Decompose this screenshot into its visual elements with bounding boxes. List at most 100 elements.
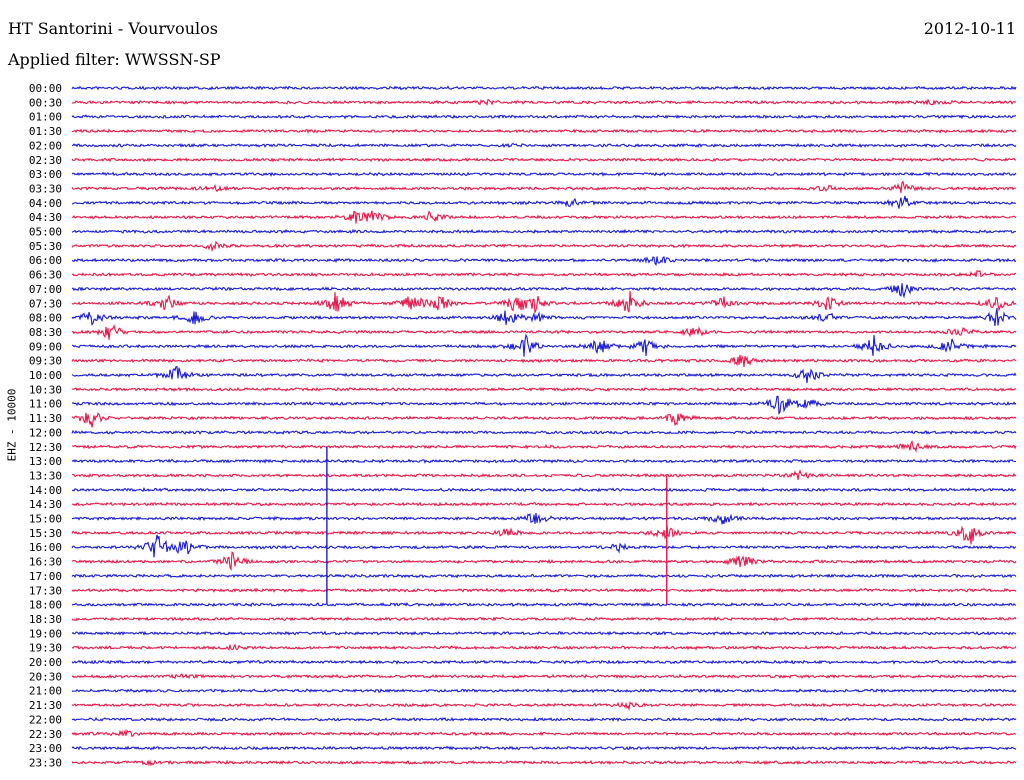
time-label: 08:00 <box>29 312 62 325</box>
time-label: 23:00 <box>29 742 62 755</box>
trace-line <box>71 673 1017 680</box>
trace-line <box>71 469 1017 480</box>
trace-line <box>71 171 1017 177</box>
trace-line <box>71 114 1017 120</box>
trace-line <box>71 745 1017 751</box>
time-label: 10:00 <box>29 369 62 382</box>
trace-line <box>71 728 1017 737</box>
time-label: 17:00 <box>29 570 62 583</box>
trace-line <box>71 659 1017 665</box>
trace-line <box>71 333 1017 357</box>
time-label: 19:00 <box>29 627 62 640</box>
time-label: 16:00 <box>29 541 62 554</box>
time-label: 02:30 <box>29 154 62 167</box>
time-label: 07:00 <box>29 283 62 296</box>
trace-line <box>71 429 1017 435</box>
time-label: 15:00 <box>29 513 62 526</box>
trace-line <box>71 616 1017 622</box>
time-label: 04:00 <box>29 197 62 210</box>
trace-line <box>71 256 1017 267</box>
time-label: 05:00 <box>29 226 62 239</box>
trace-line <box>71 439 1017 453</box>
trace-line <box>71 98 1017 107</box>
trace-line <box>71 324 1017 340</box>
trace-line <box>71 283 1017 299</box>
trace-line <box>71 486 1017 493</box>
time-label: 12:00 <box>29 426 62 439</box>
station-title: HT Santorini - Vourvoulos <box>8 19 218 38</box>
time-label: 18:30 <box>29 613 62 626</box>
trace-line <box>71 534 1017 558</box>
time-label: 00:30 <box>29 96 62 109</box>
time-label: 22:30 <box>29 728 62 741</box>
time-label: 09:00 <box>29 340 62 353</box>
time-label: 01:30 <box>29 125 62 138</box>
trace-line <box>71 354 1017 367</box>
trace-line <box>71 630 1017 636</box>
trace-line <box>71 307 1017 327</box>
trace-line <box>71 643 1017 651</box>
time-label: 09:30 <box>29 355 62 368</box>
time-label: 11:00 <box>29 398 62 411</box>
time-label: 10:30 <box>29 383 62 396</box>
trace-line <box>71 601 1017 608</box>
time-label: 13:00 <box>29 455 62 468</box>
trace-line <box>71 128 1017 134</box>
time-label: 23:30 <box>29 756 62 769</box>
time-label: 14:30 <box>29 498 62 511</box>
time-label: 11:30 <box>29 412 62 425</box>
trace-line <box>71 412 1017 428</box>
trace-line <box>71 240 1017 253</box>
trace-line <box>71 458 1017 464</box>
trace-line <box>71 716 1017 723</box>
trace-line <box>71 573 1017 579</box>
trace-line <box>71 525 1017 545</box>
time-label: 06:00 <box>29 254 62 267</box>
time-label: 16:30 <box>29 556 62 569</box>
time-label: 17:30 <box>29 584 62 597</box>
time-label: 06:30 <box>29 269 62 282</box>
time-label: 20:30 <box>29 670 62 683</box>
trace-line <box>71 210 1017 224</box>
trace-line <box>71 228 1017 235</box>
time-label: 08:30 <box>29 326 62 339</box>
trace-line <box>71 587 1017 593</box>
trace-line <box>71 270 1017 278</box>
time-label: 00:00 <box>29 82 62 95</box>
date-label: 2012-10-11 <box>923 19 1016 38</box>
trace-line <box>71 180 1017 193</box>
trace-line <box>71 386 1017 393</box>
trace-line <box>71 195 1017 209</box>
trace-line <box>71 513 1017 525</box>
time-label: 07:30 <box>29 297 62 310</box>
time-label: 13:30 <box>29 469 62 482</box>
time-label: 01:00 <box>29 111 62 124</box>
trace-line <box>71 501 1017 507</box>
filter-label: Applied filter: WWSSN-SP <box>8 50 221 69</box>
time-label: 22:00 <box>29 713 62 726</box>
trace-line <box>71 290 1017 313</box>
trace-line <box>71 365 1017 384</box>
time-label: 02:00 <box>29 139 62 152</box>
time-label: 18:00 <box>29 599 62 612</box>
time-label: 12:30 <box>29 441 62 454</box>
time-label: 19:30 <box>29 642 62 655</box>
trace-line <box>71 700 1017 712</box>
trace-line <box>71 395 1017 415</box>
time-label: 15:30 <box>29 527 62 540</box>
time-label: 04:30 <box>29 211 62 224</box>
trace-line <box>71 551 1017 572</box>
trace-line <box>71 688 1017 694</box>
time-label: 21:00 <box>29 685 62 698</box>
time-label: 20:00 <box>29 656 62 669</box>
time-label: 14:00 <box>29 484 62 497</box>
time-label: 03:30 <box>29 182 62 195</box>
time-label: 05:30 <box>29 240 62 253</box>
trace-line <box>71 142 1017 149</box>
trace-line <box>71 85 1017 91</box>
trace-line <box>71 157 1017 163</box>
time-label: 03:00 <box>29 168 62 181</box>
trace-line <box>71 759 1017 767</box>
time-label: 21:30 <box>29 699 62 712</box>
